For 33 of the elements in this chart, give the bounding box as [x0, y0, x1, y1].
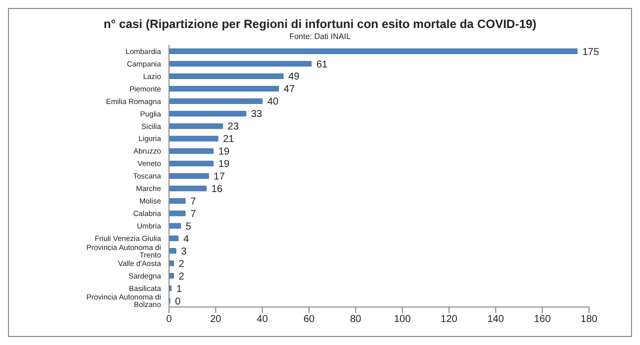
- x-tick-label: 20: [210, 314, 222, 326]
- data-label: 4: [183, 234, 190, 245]
- data-label: 7: [190, 208, 196, 220]
- data-label: 47: [284, 84, 296, 96]
- x-tick-label: 0: [166, 314, 172, 326]
- data-label: 2: [178, 258, 185, 270]
- data-label: 40: [267, 96, 279, 108]
- x-tick-label: 80: [350, 314, 362, 326]
- data-label: 0: [175, 296, 181, 308]
- chart-subtitle: Fonte: Dati INAIL: [288, 32, 352, 41]
- x-tick-label: 100: [394, 314, 412, 326]
- x-tick-label: 60: [303, 314, 315, 326]
- data-label: 33: [251, 109, 263, 120]
- x-tick-label: 180: [580, 314, 598, 326]
- data-label: 175: [582, 46, 600, 58]
- data-label: 5: [186, 221, 192, 232]
- data-label: 17: [214, 172, 226, 183]
- data-label: 16: [211, 184, 223, 196]
- data-label: 23: [228, 122, 240, 133]
- chart-title: n° casi (Ripartizione per Regioni di infortuni con esito mortale da COVID-19): [102, 17, 538, 31]
- x-tick-label: 140: [487, 314, 504, 326]
- data-label: 7: [190, 196, 196, 208]
- data-label: 21: [223, 134, 235, 146]
- data-label: 49: [288, 72, 300, 83]
- data-label: 19: [218, 146, 230, 158]
- x-tick-label: 120: [440, 314, 458, 326]
- data-label: 1: [176, 284, 182, 295]
- data-label: 3: [181, 246, 187, 258]
- x-tick-label: 160: [534, 314, 552, 326]
- data-label: 61: [316, 59, 328, 70]
- data-label: 19: [218, 159, 230, 170]
- x-tick-label: 40: [256, 314, 268, 326]
- data-label: 2: [178, 271, 185, 282]
